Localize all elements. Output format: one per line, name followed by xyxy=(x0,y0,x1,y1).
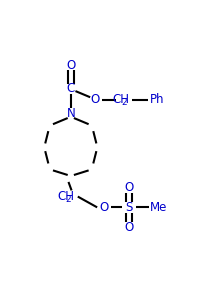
Text: O: O xyxy=(124,221,134,234)
Text: CH: CH xyxy=(57,190,74,203)
Text: Ph: Ph xyxy=(150,93,164,106)
Text: Me: Me xyxy=(150,201,167,214)
Text: O: O xyxy=(124,181,134,194)
Text: O: O xyxy=(66,59,75,72)
Text: CH: CH xyxy=(113,93,130,106)
Text: 2: 2 xyxy=(121,98,127,107)
Text: C: C xyxy=(67,82,75,95)
Text: O: O xyxy=(99,201,109,214)
Text: 2: 2 xyxy=(65,195,71,204)
Text: S: S xyxy=(125,201,133,214)
Text: N: N xyxy=(66,107,75,120)
Text: O: O xyxy=(90,93,99,106)
